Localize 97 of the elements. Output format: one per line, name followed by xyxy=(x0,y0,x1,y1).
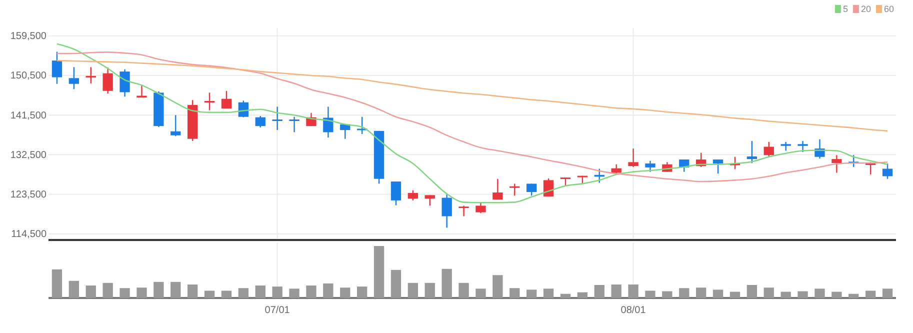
bar xyxy=(865,290,876,298)
candlestick xyxy=(798,140,808,153)
candlestick xyxy=(424,194,435,206)
bar xyxy=(611,284,622,298)
bar xyxy=(764,288,774,298)
bar xyxy=(187,284,198,298)
candlestick xyxy=(628,148,638,168)
bar xyxy=(476,288,486,298)
candlestick xyxy=(712,158,724,174)
candlestick xyxy=(510,183,520,196)
candlestick xyxy=(764,141,774,158)
candlestick xyxy=(68,66,80,90)
candlestick xyxy=(458,205,469,217)
candlestick xyxy=(476,202,486,214)
candlestick xyxy=(323,106,334,138)
candlestick xyxy=(86,66,96,84)
y-tick-label: 141,500 xyxy=(10,110,47,122)
bar xyxy=(238,288,249,298)
bar xyxy=(492,275,503,298)
bar xyxy=(458,282,469,298)
candlestick xyxy=(136,84,147,98)
candlestick xyxy=(221,90,232,110)
bar xyxy=(221,290,232,298)
bar xyxy=(86,286,96,298)
bar xyxy=(306,286,316,298)
candlestick xyxy=(442,194,452,228)
bar xyxy=(374,246,384,298)
bar xyxy=(798,291,808,298)
candlestick xyxy=(204,92,215,111)
bar xyxy=(645,290,656,298)
bar xyxy=(442,268,452,298)
bar xyxy=(594,285,604,298)
bar xyxy=(848,294,859,298)
bar xyxy=(52,269,62,298)
x-tick-label: 08/01 xyxy=(620,305,646,316)
bar xyxy=(408,282,418,298)
bar xyxy=(746,285,758,298)
y-tick-label: 159,500 xyxy=(10,31,47,42)
candlestick xyxy=(170,114,181,137)
candlestick xyxy=(543,178,554,198)
bar xyxy=(814,288,825,298)
y-tick-label: 114,500 xyxy=(11,229,47,240)
candlestick xyxy=(120,68,130,98)
bar xyxy=(560,294,571,298)
bar xyxy=(696,288,706,298)
legend-label: 20 xyxy=(860,4,871,14)
bar xyxy=(356,286,368,298)
candlestick xyxy=(865,162,876,176)
bar xyxy=(102,282,113,298)
candlestick xyxy=(746,140,758,164)
bar xyxy=(272,286,282,298)
bar xyxy=(679,288,690,298)
bar xyxy=(628,284,638,298)
candlestick xyxy=(645,160,656,172)
bar xyxy=(424,282,435,298)
bar xyxy=(577,292,588,298)
y-tick-label: 150,500 xyxy=(10,70,47,82)
bar xyxy=(154,282,164,298)
bar xyxy=(662,291,672,298)
candlestick xyxy=(52,51,62,84)
bar xyxy=(323,283,334,298)
bar xyxy=(68,280,80,298)
y-tick-label: 132,500 xyxy=(10,150,47,161)
bar xyxy=(780,292,791,298)
candlestick xyxy=(102,66,113,94)
line-series xyxy=(56,52,888,182)
line-series xyxy=(56,43,888,204)
candlestick xyxy=(832,154,842,174)
bar xyxy=(882,288,893,298)
bar xyxy=(543,288,554,298)
candlestick xyxy=(289,116,300,133)
bar xyxy=(712,290,724,298)
bar xyxy=(510,288,520,298)
x-tick-label: 07/01 xyxy=(264,305,290,316)
bar xyxy=(255,286,266,298)
bar xyxy=(526,290,537,298)
candlestick xyxy=(408,190,418,202)
bar xyxy=(170,282,181,298)
bar xyxy=(390,270,402,298)
candlestick xyxy=(255,115,266,128)
y-tick-label: 123,500 xyxy=(10,189,47,200)
candlestick xyxy=(526,183,537,196)
legend-label: 60 xyxy=(884,4,894,14)
bar xyxy=(136,288,147,298)
legend-label: 5 xyxy=(842,4,848,14)
candlestick xyxy=(390,180,402,206)
bar xyxy=(204,290,215,298)
bar xyxy=(289,288,300,298)
bar xyxy=(832,292,842,298)
candlestick xyxy=(882,162,893,180)
candlestick xyxy=(780,141,791,152)
candlestick xyxy=(611,164,622,174)
bar xyxy=(340,288,350,298)
bar xyxy=(730,292,740,298)
bar xyxy=(120,288,130,298)
candlestick xyxy=(272,106,282,131)
candlestick xyxy=(492,178,503,200)
